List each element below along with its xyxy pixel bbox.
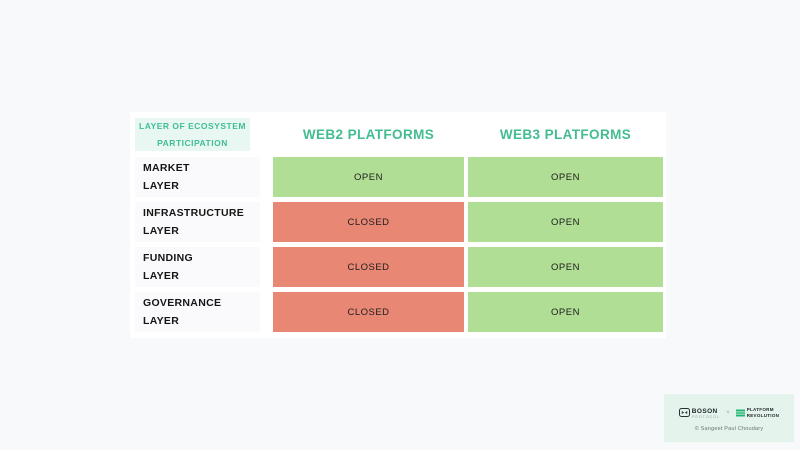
- comparison-table: LAYER OF ECOSYSTEM PARTICIPATION WEB2 PL…: [130, 112, 666, 338]
- table-row-funding: FUNDING LAYER CLOSED OPEN: [135, 247, 663, 287]
- boson-name: BOSON: [691, 407, 718, 415]
- row-label-line2: LAYER: [143, 315, 180, 327]
- row-label-line1: INFRASTRUCTURE: [143, 206, 245, 219]
- row-label-line1: MARKET: [143, 161, 190, 174]
- row-label: GOVERNANCE LAYER: [135, 292, 260, 332]
- column-header-web3: WEB3 PLATFORMS: [499, 127, 632, 142]
- row-label-line2: LAYER: [143, 270, 180, 282]
- column-header-web2: WEB2 PLATFORMS: [302, 127, 435, 142]
- corner-header-cell: LAYER OF ECOSYSTEM PARTICIPATION: [135, 118, 250, 151]
- boson-logo-text: BOSON PROTOCOL: [692, 408, 720, 419]
- row-label: MARKET LAYER: [135, 157, 260, 197]
- status-cell-web3: OPEN: [468, 157, 663, 197]
- status-cell-web2: CLOSED: [273, 247, 464, 287]
- platform-revolution-logo: PLATFORM REVOLUTION: [735, 404, 780, 422]
- platform-revolution-text: PLATFORM REVOLUTION: [747, 407, 780, 419]
- status-cell-web2: CLOSED: [273, 292, 464, 332]
- boson-logo-icon: [678, 404, 690, 422]
- row-label-line2: LAYER: [143, 225, 180, 237]
- platform-line2: REVOLUTION: [746, 413, 780, 418]
- status-cell-web2: OPEN: [273, 157, 464, 197]
- row-label: FUNDING LAYER: [135, 247, 260, 287]
- status-cell-web3: OPEN: [468, 202, 663, 242]
- status-cell-web3: OPEN: [468, 247, 663, 287]
- row-label-line1: FUNDING: [143, 251, 193, 264]
- row-label: INFRASTRUCTURE LAYER: [135, 202, 260, 242]
- status-cell-web2: CLOSED: [273, 202, 464, 242]
- boson-protocol-logo: BOSON PROTOCOL: [678, 404, 720, 422]
- table-row-infrastructure: INFRASTRUCTURE LAYER CLOSED OPEN: [135, 202, 663, 242]
- boson-subtext: PROTOCOL: [691, 414, 721, 419]
- corner-header-line1: LAYER OF ECOSYSTEM: [139, 121, 246, 132]
- row-label-line2: LAYER: [143, 180, 180, 192]
- platform-revolution-icon: [735, 404, 745, 422]
- credit-box: BOSON PROTOCOL × PLATFORM REVOLUTION: [664, 394, 794, 442]
- corner-header-line2: PARTICIPATION: [157, 137, 228, 148]
- logo-separator: ×: [726, 410, 730, 416]
- table-row-governance: GOVERNANCE LAYER CLOSED OPEN: [135, 292, 663, 332]
- status-cell-web3: OPEN: [468, 292, 663, 332]
- table-header-row: LAYER OF ECOSYSTEM PARTICIPATION WEB2 PL…: [135, 118, 663, 151]
- copyright-text: © Sangeet Paul Choudary: [694, 426, 764, 432]
- logo-row: BOSON PROTOCOL × PLATFORM REVOLUTION: [678, 404, 780, 422]
- row-label-line1: GOVERNANCE: [143, 296, 222, 309]
- table-row-market: MARKET LAYER OPEN OPEN: [135, 157, 663, 197]
- platform-line1: PLATFORM: [746, 407, 774, 413]
